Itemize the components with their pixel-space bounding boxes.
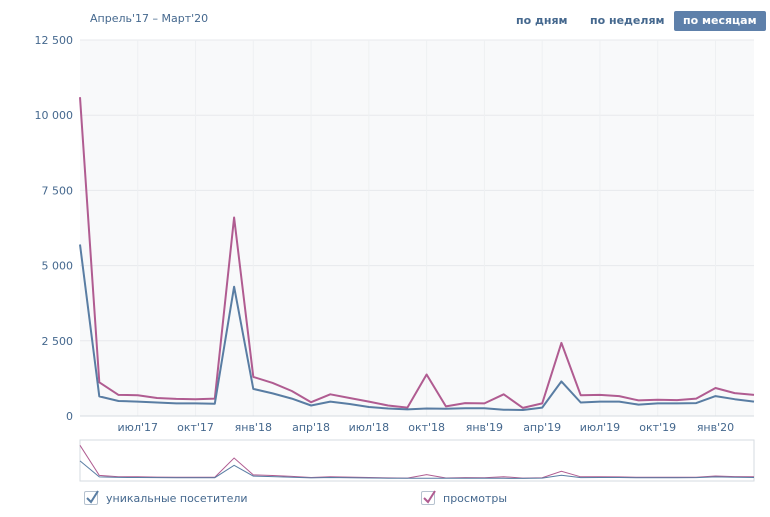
series-line-1 <box>79 97 755 409</box>
tab-by-months[interactable]: по месяцам <box>674 11 766 31</box>
x-tick-label: окт'18 <box>408 421 445 434</box>
x-tick-label: июл'17 <box>118 421 158 434</box>
navigator-line-0 <box>79 460 755 479</box>
x-tick-label: окт'17 <box>177 421 214 434</box>
legend-label: уникальные посетители <box>106 491 248 505</box>
legend-item-views[interactable]: просмотры <box>421 489 507 507</box>
series-line-0 <box>79 244 755 411</box>
plot-area <box>80 40 754 416</box>
x-tick-label: окт'19 <box>639 421 676 434</box>
period-label: Апрель'17 – Март'20 <box>90 12 209 25</box>
x-tick-label: апр'19 <box>523 421 561 434</box>
y-tick-label: 7 500 <box>42 184 74 197</box>
x-tick-label: апр'18 <box>292 421 330 434</box>
legend-item-unique-visitors[interactable]: уникальные посетители <box>84 489 248 507</box>
x-tick-label: июл'18 <box>349 421 389 434</box>
x-tick-label: янв'19 <box>466 421 503 434</box>
navigator-frame <box>79 439 755 482</box>
tab-by-weeks[interactable]: по неделям <box>590 14 665 27</box>
y-tick-label: 5 000 <box>42 260 74 273</box>
checkbox-icon[interactable] <box>421 490 436 505</box>
y-tick-label: 0 <box>66 410 73 423</box>
legend-label: просмотры <box>443 491 508 505</box>
x-tick-label: янв'18 <box>235 421 272 434</box>
checkbox-icon[interactable] <box>84 490 99 505</box>
tab-by-days[interactable]: по дням <box>516 14 568 27</box>
y-tick-label: 2 500 <box>42 335 74 348</box>
x-tick-label: янв'20 <box>697 421 734 434</box>
x-tick-label: июл'19 <box>580 421 620 434</box>
y-tick-label: 10 000 <box>35 109 74 122</box>
y-tick-label: 12 500 <box>35 34 74 47</box>
